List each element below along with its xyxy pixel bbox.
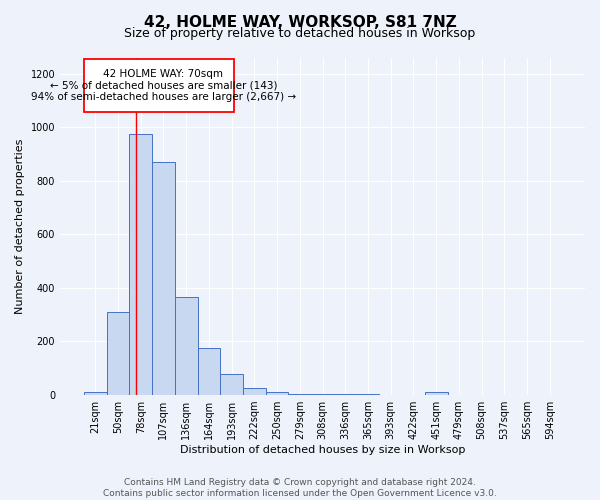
Bar <box>84 392 107 395</box>
Text: Size of property relative to detached houses in Worksop: Size of property relative to detached ho… <box>124 28 476 40</box>
Text: 42, HOLME WAY, WORKSOP, S81 7NZ: 42, HOLME WAY, WORKSOP, S81 7NZ <box>143 15 457 30</box>
Bar <box>289 394 311 395</box>
Bar <box>334 394 356 395</box>
X-axis label: Distribution of detached houses by size in Worksop: Distribution of detached houses by size … <box>180 445 465 455</box>
Bar <box>425 392 448 395</box>
Bar <box>197 348 220 395</box>
Bar <box>220 374 243 395</box>
Bar <box>311 394 334 395</box>
Bar <box>152 162 175 395</box>
Bar <box>356 394 379 395</box>
Bar <box>107 312 130 395</box>
FancyBboxPatch shape <box>84 60 234 112</box>
Text: Contains HM Land Registry data © Crown copyright and database right 2024.
Contai: Contains HM Land Registry data © Crown c… <box>103 478 497 498</box>
Bar <box>175 298 197 395</box>
Bar <box>243 388 266 395</box>
Text: 42 HOLME WAY: 70sqm
← 5% of detached houses are smaller (143)
94% of semi-detach: 42 HOLME WAY: 70sqm ← 5% of detached hou… <box>31 69 296 102</box>
Bar <box>266 392 289 395</box>
Y-axis label: Number of detached properties: Number of detached properties <box>15 138 25 314</box>
Bar <box>130 134 152 395</box>
